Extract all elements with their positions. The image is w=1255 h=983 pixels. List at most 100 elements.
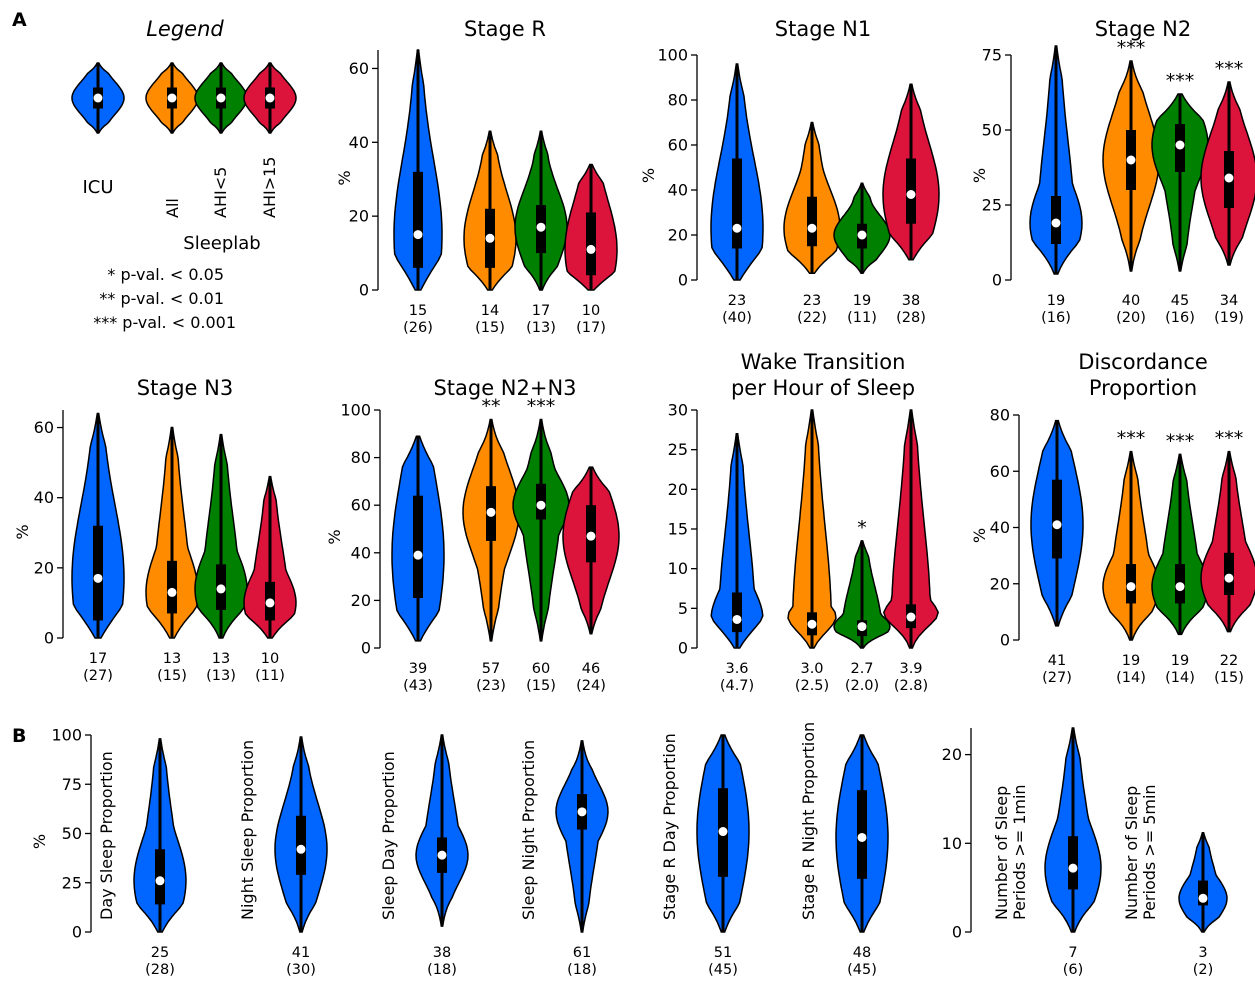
panel7-group1-median-point [296, 844, 306, 854]
panel4-group2-median-point [536, 500, 546, 510]
panel6-group3-median-point [1224, 573, 1234, 583]
median-label: 46 [582, 661, 600, 677]
median-label: 7 [1068, 945, 1077, 961]
panel6-group2-median-point [1175, 582, 1185, 592]
y-tick-label: 80 [668, 91, 688, 110]
panel7-group2-median-point [437, 850, 447, 860]
chart-panels: Stage R0204060%15(26)14(15)17(13)10(17)S… [13, 17, 1255, 978]
iqr-label: (40) [722, 310, 752, 326]
iqr-label: (18) [567, 962, 597, 978]
panel7-group0-median-point [155, 876, 165, 886]
significance-marker: *** [1166, 430, 1195, 452]
significance-marker: *** [1215, 428, 1244, 450]
median-label: 41 [292, 945, 310, 961]
median-label: 19 [853, 293, 871, 309]
y-tick-label: 60 [668, 136, 688, 155]
legend-pval-2: ** p-val. < 0.01 [99, 289, 224, 308]
y-tick-label: 20 [349, 207, 369, 226]
y-axis-label-0: % [335, 170, 354, 185]
chart-title-0-0: Stage R [464, 17, 546, 41]
chart-title-6-0: Discordance [1078, 350, 1208, 374]
significance-marker: * [857, 517, 867, 539]
iqr-label: (2.8) [894, 678, 928, 694]
chart-title-2-0: Stage N2 [1095, 17, 1191, 41]
y-tick-label: 20 [34, 558, 54, 577]
group-name-label-line2: Periods >= 1min [1010, 784, 1029, 920]
chart-title-4-0: Stage N2+N3 [433, 376, 576, 400]
median-label: 14 [481, 303, 499, 319]
y-tick-label: 25 [668, 440, 688, 459]
significance-marker: *** [1117, 428, 1146, 450]
y-tick-label: 60 [351, 496, 371, 515]
median-label: 38 [433, 945, 451, 961]
median-label: 41 [1048, 653, 1066, 669]
iqr-label: (2.0) [845, 678, 879, 694]
y-tick-label: 100 [657, 46, 688, 65]
iqr-label: (16) [1041, 310, 1071, 326]
y-tick-label: 40 [668, 181, 688, 200]
panel4-group3-median-point [586, 531, 596, 541]
median-label: 13 [163, 651, 181, 667]
group-name-label: Night Sleep Proportion [238, 740, 257, 920]
iqr-label: (15) [475, 320, 505, 336]
median-label: 19 [1171, 653, 1189, 669]
panel5-group2-median-point [857, 622, 867, 632]
panel5-group1-median-point [807, 619, 817, 629]
y-tick-label: 10 [668, 559, 688, 578]
legend-1-median-point [167, 93, 177, 103]
y-tick-label: 10 [942, 834, 962, 853]
y-tick-label: 0 [952, 923, 962, 942]
y-tick-label: 0 [361, 639, 371, 658]
panel1-group0-iqr-box [732, 158, 742, 249]
legend-icu-label: ICU [82, 177, 113, 198]
iqr-label: (15) [526, 678, 556, 694]
y-tick-label: 0 [678, 639, 688, 658]
legend: Legend ICU All AHI<5 AHI>15 Sleeplab * p… [71, 17, 297, 332]
iqr-label: (27) [1042, 670, 1072, 686]
y-tick-label: 0 [44, 629, 54, 648]
median-label: 48 [853, 945, 871, 961]
median-label: 3.6 [725, 661, 748, 677]
median-label: 61 [573, 945, 591, 961]
median-label: 3.0 [800, 661, 823, 677]
median-label: 34 [1220, 293, 1238, 309]
y-tick-label: 25 [982, 196, 1002, 215]
iqr-label: (13) [526, 320, 556, 336]
iqr-label: (2) [1193, 962, 1214, 978]
median-label: 57 [482, 661, 500, 677]
y-axis-label-6: % [970, 528, 989, 543]
iqr-label: (17) [576, 320, 606, 336]
median-label: 13 [212, 651, 230, 667]
panel7-group4-median-point [718, 827, 728, 837]
panel6-group0-iqr-box [1052, 479, 1062, 559]
median-label: 51 [714, 945, 732, 961]
group-name-label: Stage R Night Proportion [799, 722, 818, 920]
panel5-group0-median-point [732, 614, 742, 624]
y-tick-label: 0 [72, 923, 82, 942]
iqr-label: (2.5) [795, 678, 829, 694]
y-tick-label: 5 [678, 599, 688, 618]
y-tick-label: 60 [990, 462, 1010, 481]
panel-letter-b: B [12, 725, 26, 747]
y-tick-label: 100 [340, 401, 371, 420]
median-label: 23 [728, 293, 746, 309]
legend-pval-1: * p-val. < 0.05 [107, 265, 224, 284]
group-name-label: Day Sleep Proportion [97, 751, 116, 920]
y-tick-label: 50 [62, 824, 82, 843]
panel1-group1-median-point [807, 223, 817, 233]
panel8-group1-iqr-box [1198, 880, 1208, 906]
panel0-group0-median-point [413, 230, 423, 240]
panel0-group1-median-point [485, 233, 495, 243]
iqr-label: (14) [1116, 670, 1146, 686]
y-axis-label-3: % [13, 524, 32, 539]
iqr-label: (11) [847, 310, 877, 326]
y-tick-label: 25 [62, 873, 82, 892]
panel3-group1-median-point [167, 587, 177, 597]
group-name-label: Sleep Day Proportion [379, 751, 398, 920]
y-tick-label: 80 [990, 406, 1010, 425]
iqr-label: (27) [83, 668, 113, 684]
